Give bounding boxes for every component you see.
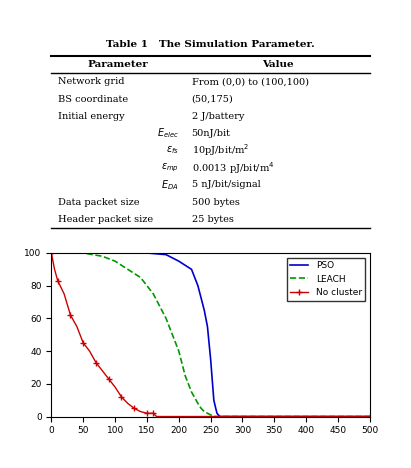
Text: 2 J/battery: 2 J/battery	[192, 112, 244, 121]
Text: Parameter: Parameter	[88, 60, 149, 69]
Text: (50,175): (50,175)	[192, 95, 233, 103]
Text: $\varepsilon_{fs}$: $\varepsilon_{fs}$	[166, 145, 179, 156]
Text: From (0,0) to (100,100): From (0,0) to (100,100)	[192, 77, 309, 87]
Text: 50nJ/bit: 50nJ/bit	[192, 129, 231, 138]
Text: 10pJ/bit/m$^2$: 10pJ/bit/m$^2$	[192, 143, 249, 159]
Text: Data packet size: Data packet size	[58, 197, 139, 206]
Text: $E_{DA}$: $E_{DA}$	[161, 178, 179, 192]
Text: Value: Value	[262, 60, 293, 69]
Text: BS coordinate: BS coordinate	[58, 95, 128, 103]
Text: 500 bytes: 500 bytes	[192, 197, 239, 206]
Text: Initial energy: Initial energy	[58, 112, 125, 121]
Text: Table 1   The Simulation Parameter.: Table 1 The Simulation Parameter.	[106, 40, 315, 49]
Text: $\varepsilon_{mp}$: $\varepsilon_{mp}$	[161, 161, 179, 174]
Text: 25 bytes: 25 bytes	[192, 215, 233, 224]
Text: 0.0013 pJ/bit/m$^4$: 0.0013 pJ/bit/m$^4$	[192, 160, 274, 176]
Text: 5 nJ/bit/signal: 5 nJ/bit/signal	[192, 181, 260, 190]
Legend: PSO, LEACH, No cluster: PSO, LEACH, No cluster	[287, 257, 365, 301]
Text: Network grid: Network grid	[58, 77, 124, 87]
Text: $E_{elec}$: $E_{elec}$	[157, 126, 179, 140]
Text: Header packet size: Header packet size	[58, 215, 153, 224]
